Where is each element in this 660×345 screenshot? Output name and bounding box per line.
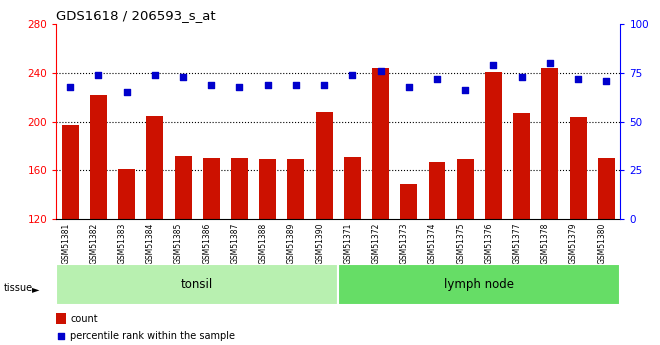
Text: GSM51381: GSM51381 <box>61 223 70 264</box>
Bar <box>401 184 417 219</box>
Point <box>319 82 329 87</box>
Text: tonsil: tonsil <box>181 278 213 291</box>
Bar <box>428 162 446 219</box>
Bar <box>338 264 620 305</box>
Bar <box>344 157 361 219</box>
Point <box>516 74 527 80</box>
Point <box>460 88 471 93</box>
Bar <box>62 125 79 219</box>
Bar <box>231 158 248 219</box>
Point <box>376 68 386 74</box>
Point <box>432 76 442 81</box>
Text: GSM51382: GSM51382 <box>89 223 98 264</box>
Text: GSM51377: GSM51377 <box>513 223 521 264</box>
Text: GSM51384: GSM51384 <box>146 223 155 264</box>
Point <box>150 72 160 78</box>
Point <box>206 82 216 87</box>
Bar <box>598 158 614 219</box>
Bar <box>147 116 163 219</box>
Bar <box>541 68 558 219</box>
Bar <box>90 95 107 219</box>
Text: GSM51376: GSM51376 <box>484 223 494 264</box>
Point <box>234 84 245 89</box>
Text: lymph node: lymph node <box>444 278 514 291</box>
Text: count: count <box>70 314 98 324</box>
Bar <box>259 159 276 219</box>
Bar <box>457 159 474 219</box>
Text: GDS1618 / 206593_s_at: GDS1618 / 206593_s_at <box>56 9 216 22</box>
Text: GSM51386: GSM51386 <box>202 223 211 264</box>
Bar <box>570 117 587 219</box>
Point <box>379 273 389 278</box>
Bar <box>203 158 220 219</box>
Point <box>121 90 132 95</box>
Point <box>290 82 301 87</box>
Text: GSM51375: GSM51375 <box>456 223 465 264</box>
Text: percentile rank within the sample: percentile rank within the sample <box>70 331 235 341</box>
Bar <box>56 313 66 324</box>
Bar <box>513 113 530 219</box>
Bar <box>485 72 502 219</box>
Point <box>263 82 273 87</box>
Text: GSM51385: GSM51385 <box>174 223 183 264</box>
Text: GSM51374: GSM51374 <box>428 223 437 264</box>
Text: GSM51372: GSM51372 <box>372 223 381 264</box>
Point <box>65 84 75 89</box>
Bar <box>315 112 333 219</box>
Point <box>178 74 188 80</box>
Bar <box>175 156 191 219</box>
Text: GSM51373: GSM51373 <box>400 223 409 264</box>
Point <box>488 62 499 68</box>
Text: ►: ► <box>32 284 39 294</box>
Text: GSM51387: GSM51387 <box>230 223 240 264</box>
Text: GSM51390: GSM51390 <box>315 223 324 264</box>
Point <box>573 76 583 81</box>
Point <box>601 78 612 83</box>
Text: GSM51371: GSM51371 <box>343 223 352 264</box>
Text: GSM51379: GSM51379 <box>569 223 578 264</box>
Bar <box>56 264 338 305</box>
Text: tissue: tissue <box>3 283 32 293</box>
Point <box>347 72 358 78</box>
Text: GSM51389: GSM51389 <box>287 223 296 264</box>
Bar <box>118 169 135 219</box>
Text: GSM51380: GSM51380 <box>597 223 607 264</box>
Point <box>403 84 414 89</box>
Text: GSM51378: GSM51378 <box>541 223 550 264</box>
Text: GSM51383: GSM51383 <box>117 223 127 264</box>
Bar <box>288 159 304 219</box>
Point <box>93 72 104 78</box>
Text: GSM51388: GSM51388 <box>259 223 268 264</box>
Bar <box>372 68 389 219</box>
Point <box>544 60 555 66</box>
